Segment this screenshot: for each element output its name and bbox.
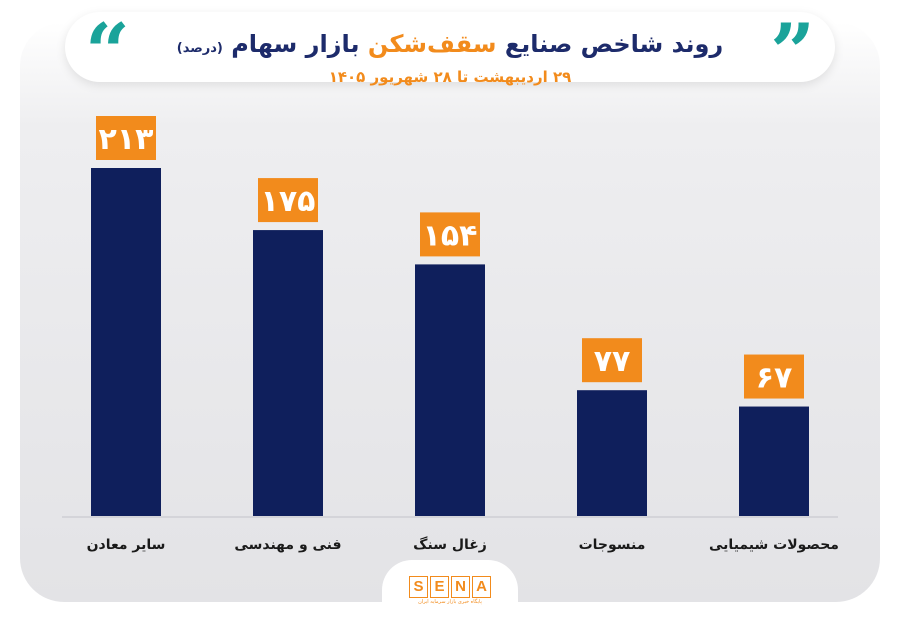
- bar: [91, 168, 161, 516]
- bar: [739, 406, 809, 516]
- data-label: ۱۷۵: [261, 184, 316, 219]
- title-end: بازار سهام: [231, 30, 360, 58]
- logo-letter: A: [472, 576, 491, 598]
- bar: [253, 230, 323, 516]
- logo-tagline: پایگاه خبری بازار سرمایه ایران: [418, 599, 482, 605]
- logo-letter: E: [430, 576, 449, 598]
- chart-title: روند شاخص صنایع سقف‌شکن بازار سهام (درصد…: [0, 30, 900, 58]
- data-label-box: [96, 116, 156, 160]
- category-label: سایر معادن: [87, 537, 166, 553]
- title-unit: (درصد): [176, 41, 223, 56]
- logo-letter: S: [409, 576, 428, 598]
- bar: [415, 264, 485, 516]
- category-label: محصولات شیمیایی: [709, 537, 839, 553]
- data-label-box: [582, 338, 642, 383]
- chart-subtitle: ۲۹ اردیبهشت تا ۲۸ شهریور ۱۴۰۵: [328, 68, 572, 86]
- title-accent: سقف‌شکن: [367, 30, 497, 58]
- data-label-box: [420, 212, 480, 257]
- data-label: ۷۷: [594, 344, 631, 379]
- data-label-box: [744, 354, 804, 399]
- bar: [577, 390, 647, 516]
- sena-logo: S E N A: [406, 576, 494, 598]
- category-label: منسوجات: [579, 537, 646, 553]
- category-label: فنی و مهندسی: [234, 537, 341, 553]
- title-main: روند شاخص صنایع: [504, 30, 724, 58]
- data-label: ۶۷: [756, 361, 793, 396]
- logo-letter: N: [451, 576, 470, 598]
- chart-header: “ ”: [65, 12, 835, 92]
- data-label: ۲۱۳: [99, 122, 154, 157]
- category-label: زغال سنگ: [413, 536, 487, 553]
- quote-open-icon: “: [85, 7, 130, 98]
- data-label: ۱۵۴: [423, 218, 478, 253]
- data-label-box: [258, 178, 318, 223]
- quote-close-icon: ”: [770, 7, 815, 98]
- footer-logo-area: [382, 560, 518, 623]
